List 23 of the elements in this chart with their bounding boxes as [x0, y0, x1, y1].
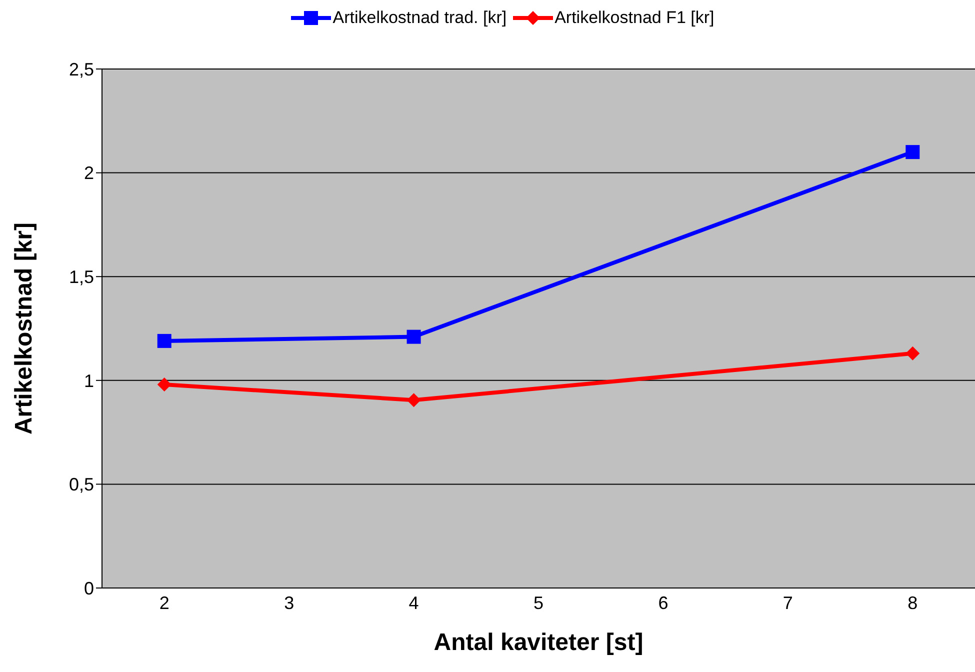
- x-tick-label: 4: [408, 592, 419, 613]
- y-tick-label: 1: [84, 370, 94, 391]
- legend-label: Artikelkostnad trad. [kr]: [332, 8, 507, 28]
- y-tick-label: 1,5: [68, 266, 94, 287]
- y-axis-title: Artikelkostnad [kr]: [10, 222, 38, 435]
- x-tick-label: 2: [159, 592, 170, 613]
- x-tick-label: 3: [284, 592, 294, 613]
- x-tick-label: 7: [782, 592, 793, 613]
- y-tick-label: 0: [84, 578, 94, 598]
- y-tick-label: 2,5: [68, 59, 94, 80]
- point: [906, 145, 920, 160]
- x-axis-title: Antal kaviteter [st]: [434, 629, 644, 656]
- x-tick-label: 5: [533, 592, 544, 613]
- y-tick-label: 2: [84, 163, 94, 184]
- legend-label: Artikelkostnad F1 [kr]: [554, 8, 714, 28]
- point: [906, 346, 920, 360]
- point: [406, 393, 421, 408]
- point: [157, 378, 172, 392]
- y-tick-label: 0,5: [68, 474, 94, 495]
- point: [157, 334, 172, 348]
- point: [406, 330, 421, 344]
- x-tick-label: 8: [908, 592, 918, 613]
- x-tick-label: 6: [658, 592, 668, 613]
